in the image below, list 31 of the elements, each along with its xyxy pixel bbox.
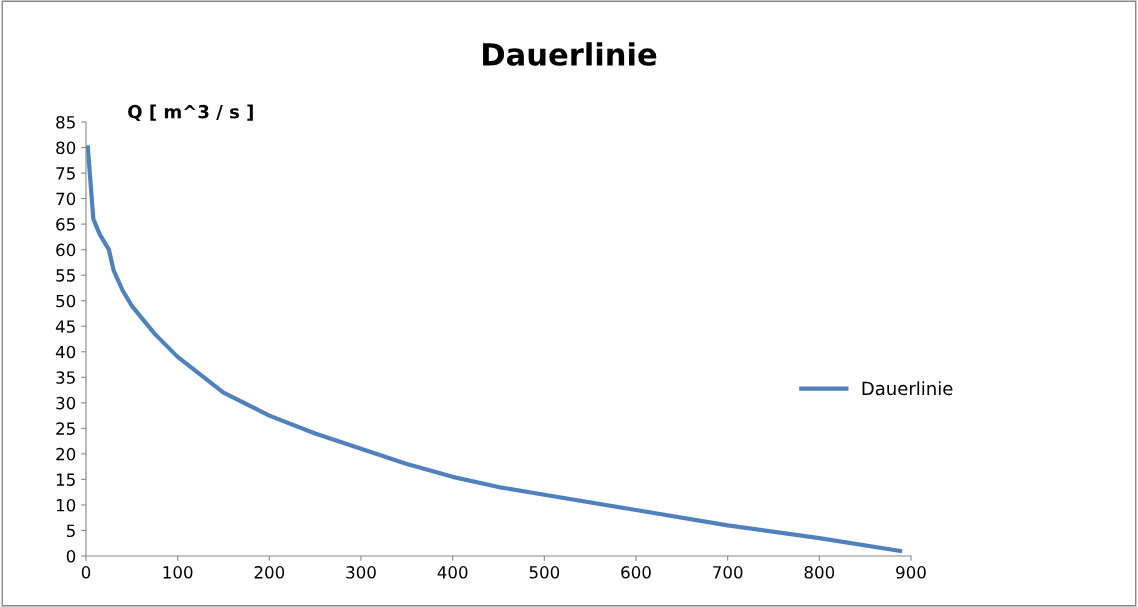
y-tick-label: 70 (56, 192, 76, 206)
x-tick-label: 700 (713, 566, 743, 579)
y-tick-label: 75 (56, 167, 75, 180)
y-tick-label: 10 (56, 498, 76, 512)
y-tick-label: 40 (55, 345, 76, 359)
y-tick-label: 80 (56, 141, 76, 155)
y-axis-title: Q [ m^3 / s ] (128, 104, 253, 121)
y-tick-label: 85 (56, 115, 75, 129)
chart-title: Dauerlinie (483, 42, 657, 66)
x-tick-label: 600 (621, 566, 651, 579)
x-tick-label: 400 (437, 566, 468, 579)
y-tick-label: 60 (56, 243, 76, 257)
y-tick-label: 30 (56, 396, 76, 410)
y-tick-label: 20 (56, 447, 76, 461)
x-tick-label: 500 (529, 566, 560, 579)
y-tick-label: 45 (55, 320, 75, 333)
y-tick-label: 0 (66, 549, 76, 563)
x-tick-label: 300 (346, 566, 376, 579)
y-tick-label: 35 (56, 371, 75, 384)
x-tick-label: 0 (81, 566, 91, 579)
y-tick-label: 65 (56, 218, 75, 231)
y-tick-label: 25 (56, 422, 75, 435)
y-tick-label: 50 (56, 294, 76, 308)
y-tick-label: 55 (56, 269, 75, 282)
x-tick-label: 800 (804, 566, 835, 579)
y-tick-label: 5 (66, 524, 75, 538)
legend-label: Dauerlinie (862, 381, 953, 396)
x-tick-label: 900 (896, 566, 926, 579)
y-tick-label: 15 (56, 473, 75, 486)
x-tick-label: 200 (254, 566, 285, 579)
x-tick-label: 100 (163, 566, 193, 579)
